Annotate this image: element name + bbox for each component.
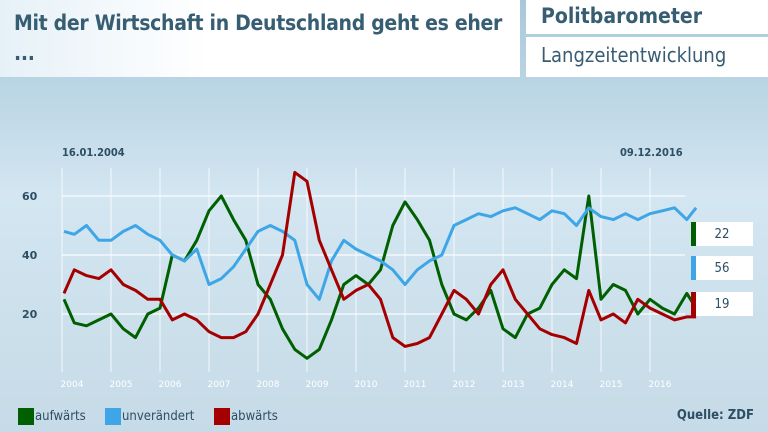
value-label: 19 (714, 296, 730, 312)
x-tick-label: 2008 (257, 380, 280, 390)
header-panel (0, 0, 520, 77)
x-tick-label: 2016 (649, 380, 672, 390)
x-tick-label: 2007 (208, 380, 231, 390)
chart-title: Mit der Wirtschaft in Deutschland geht e… (14, 11, 503, 65)
legend-swatch (105, 408, 121, 425)
x-tick-label: 2006 (159, 380, 182, 390)
chart-subtitle: Langzeitentwicklung (541, 43, 727, 67)
start-date: 16.01.2004 (62, 146, 125, 159)
y-tick-label: 40 (22, 249, 38, 262)
color-bar (691, 292, 696, 316)
end-date: 09.12.2016 (620, 146, 683, 159)
legend-swatch (18, 408, 34, 425)
series-line-abwärts (62, 170, 697, 348)
legend-item-abwaerts: abwärts (214, 408, 278, 425)
value-label: 22 (714, 226, 730, 242)
source-label: Quelle: ZDF (676, 408, 754, 423)
x-tick-label: 2012 (453, 380, 476, 390)
legend-label: abwärts (231, 409, 278, 424)
last-value-unveraendert: 56 (691, 256, 753, 280)
subtitle-panel (526, 37, 768, 77)
legend-label: unverändert (122, 409, 195, 424)
legend-label: aufwärts (35, 409, 86, 424)
x-tick-label: 2015 (600, 380, 623, 390)
value-label: 56 (714, 260, 730, 276)
last-value-aufwaerts: 22 (691, 222, 753, 246)
x-tick-label: 2010 (355, 380, 378, 390)
x-tick-label: 2014 (551, 380, 574, 390)
x-tick-label: 2005 (110, 380, 133, 390)
series-line-unverändert (63, 206, 698, 301)
color-bar (691, 256, 696, 280)
legend-item-aufwaerts: aufwärts (18, 408, 86, 425)
brand-panel (526, 0, 768, 34)
brand-label: Politbarometer (541, 4, 703, 28)
y-tick-label: 60 (22, 190, 38, 203)
y-tick-label: 20 (22, 308, 38, 321)
x-tick-label: 2009 (306, 380, 329, 390)
legend-swatch (214, 408, 230, 425)
x-tick-label: 2004 (61, 380, 84, 390)
color-bar (691, 222, 696, 246)
legend-item-unveraendert: unverändert (105, 408, 194, 425)
last-value-abwaerts: 19 (691, 292, 753, 316)
series-line-aufwärts (62, 194, 698, 360)
x-tick-label: 2011 (404, 380, 427, 390)
x-tick-label: 2013 (502, 380, 525, 390)
